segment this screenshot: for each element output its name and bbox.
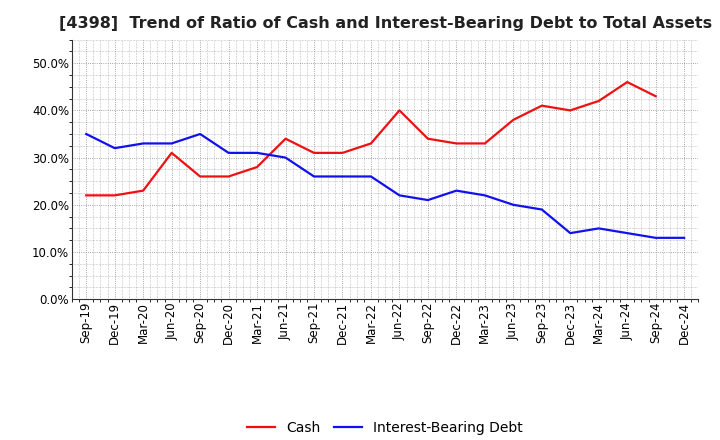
Cash [310, 150, 318, 155]
Cash [225, 174, 233, 179]
Interest-Bearing Debt [423, 198, 432, 203]
Interest-Bearing Debt [253, 150, 261, 155]
Interest-Bearing Debt [395, 193, 404, 198]
Interest-Bearing Debt [110, 146, 119, 151]
Interest-Bearing Debt [480, 193, 489, 198]
Cash [167, 150, 176, 155]
Legend: Cash, Interest-Bearing Debt: Cash, Interest-Bearing Debt [242, 415, 528, 440]
Cash [395, 108, 404, 113]
Interest-Bearing Debt [82, 132, 91, 137]
Interest-Bearing Debt [452, 188, 461, 193]
Cash [509, 117, 518, 122]
Cash [196, 174, 204, 179]
Interest-Bearing Debt [196, 132, 204, 137]
Cash [338, 150, 347, 155]
Interest-Bearing Debt [338, 174, 347, 179]
Interest-Bearing Debt [310, 174, 318, 179]
Cash [595, 98, 603, 103]
Interest-Bearing Debt [652, 235, 660, 241]
Cash [566, 108, 575, 113]
Cash [623, 80, 631, 85]
Cash [537, 103, 546, 108]
Interest-Bearing Debt [595, 226, 603, 231]
Cash [423, 136, 432, 141]
Cash [282, 136, 290, 141]
Interest-Bearing Debt [537, 207, 546, 212]
Interest-Bearing Debt [623, 231, 631, 236]
Interest-Bearing Debt [282, 155, 290, 160]
Interest-Bearing Debt [680, 235, 688, 241]
Interest-Bearing Debt [139, 141, 148, 146]
Line: Cash: Cash [86, 82, 656, 195]
Cash [480, 141, 489, 146]
Line: Interest-Bearing Debt: Interest-Bearing Debt [86, 134, 684, 238]
Title: [4398]  Trend of Ratio of Cash and Interest-Bearing Debt to Total Assets: [4398] Trend of Ratio of Cash and Intere… [58, 16, 712, 32]
Interest-Bearing Debt [225, 150, 233, 155]
Cash [652, 94, 660, 99]
Interest-Bearing Debt [566, 231, 575, 236]
Interest-Bearing Debt [167, 141, 176, 146]
Cash [366, 141, 375, 146]
Cash [452, 141, 461, 146]
Cash [253, 165, 261, 170]
Interest-Bearing Debt [509, 202, 518, 207]
Cash [139, 188, 148, 193]
Cash [82, 193, 91, 198]
Cash [110, 193, 119, 198]
Interest-Bearing Debt [366, 174, 375, 179]
